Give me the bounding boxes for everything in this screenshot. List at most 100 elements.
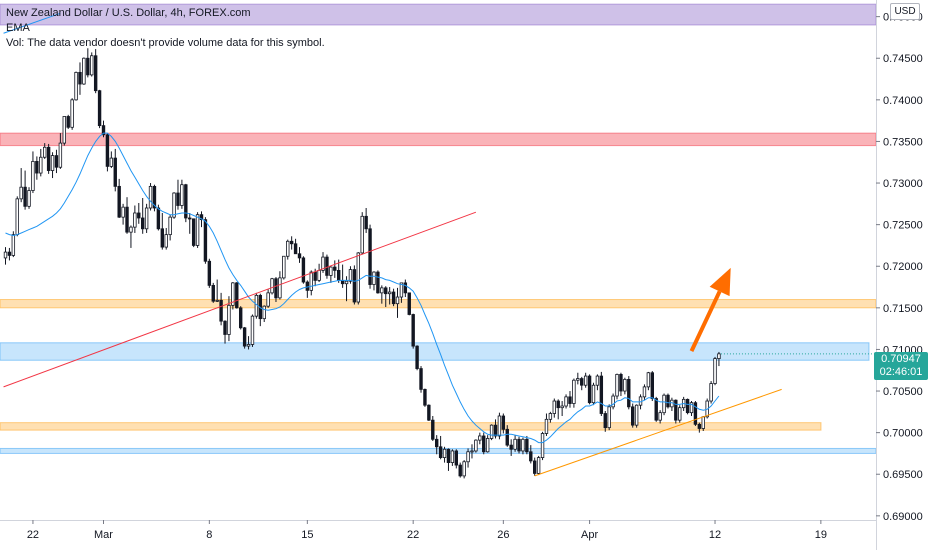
candle [407,292,411,316]
candle [309,270,313,296]
y-tick-label: 0.69000 [883,511,923,523]
candle-body [419,368,423,390]
candle-body [121,206,125,218]
candle-body [180,184,184,206]
candle-body [27,190,31,207]
candle [219,292,223,326]
candle [289,236,294,250]
candle [211,282,215,303]
candle-body [242,327,247,347]
ema-line[interactable] [5,132,720,444]
candle [62,116,66,146]
candle [658,410,662,424]
candle [536,455,541,476]
candle-body [321,256,325,271]
candle-body [713,358,717,384]
candle [340,264,345,288]
candle [713,356,717,386]
candle [717,351,721,367]
candle-body [11,234,16,256]
candle [587,374,592,405]
candle [133,205,137,233]
candle [478,432,482,445]
zone-blue[interactable] [0,342,870,361]
candle [39,148,43,177]
candle-body [631,406,635,426]
trend-line-orange-support[interactable] [534,388,782,477]
candle-body [603,413,607,429]
x-tick-label: 22 [27,529,39,541]
time-axis-bg [0,520,876,550]
ema-label[interactable]: EMA [6,22,30,34]
candle [423,388,427,407]
candle-body [46,146,51,171]
forecast-arrow[interactable] [689,267,731,352]
candle [19,168,23,203]
candle-body [348,269,353,282]
candle-body [129,226,133,233]
candle [207,258,212,288]
candle [35,156,39,180]
candle [188,212,192,234]
candle-body [493,424,498,437]
candle-body [219,299,223,322]
candle-body [627,378,631,408]
candle [583,372,588,388]
candle-body [270,278,274,294]
candle [521,437,525,455]
candle-body [19,186,23,200]
candle-body [156,207,161,230]
currency-button[interactable]: USD [890,3,920,20]
candle [203,217,208,264]
candle [442,446,447,463]
candle [372,271,376,291]
candle [184,183,188,223]
y-tick-label: 0.72500 [883,220,923,232]
trend-line-top-left-blue[interactable] [3,12,61,34]
candle-body [282,255,286,279]
candle [627,376,631,410]
candle-body [674,399,678,421]
candle-body [517,438,521,452]
candle [27,187,31,209]
candle-body [666,394,670,408]
candle-body [144,207,149,230]
candle-body [466,451,470,463]
zone-blue[interactable] [0,447,877,454]
candle [540,431,545,461]
candle [278,271,282,300]
candle [297,247,302,263]
chart-title: New Zealand Dollar / U.S. Dollar, 4h, FO… [6,7,251,19]
candle-body [454,450,458,466]
candle [525,435,529,455]
candle-body [15,198,19,236]
candle-body [580,378,584,386]
trend-line-red-rising[interactable] [3,211,477,388]
candle-body [634,404,639,426]
candle-body [497,415,502,437]
candle-body [376,271,380,294]
y-tick-label: 0.73000 [883,178,923,190]
candle-body [658,412,662,421]
candle [415,345,419,371]
candle [101,120,106,138]
candle [701,416,705,431]
candle [670,397,674,412]
candle [697,422,702,433]
candle [462,460,466,479]
x-tick-label: 26 [497,529,509,541]
candle [333,260,337,278]
zone-orange[interactable] [0,299,877,309]
candle-body [137,212,141,219]
candle [7,247,12,261]
candle [78,62,82,95]
zone-orange[interactable] [0,422,822,431]
candle [384,286,388,308]
candle-body [23,186,27,207]
candle-body [568,396,572,404]
zone-red[interactable] [0,132,877,147]
candle-body [685,398,690,414]
candle-body [164,234,168,248]
candle-body [7,251,12,256]
